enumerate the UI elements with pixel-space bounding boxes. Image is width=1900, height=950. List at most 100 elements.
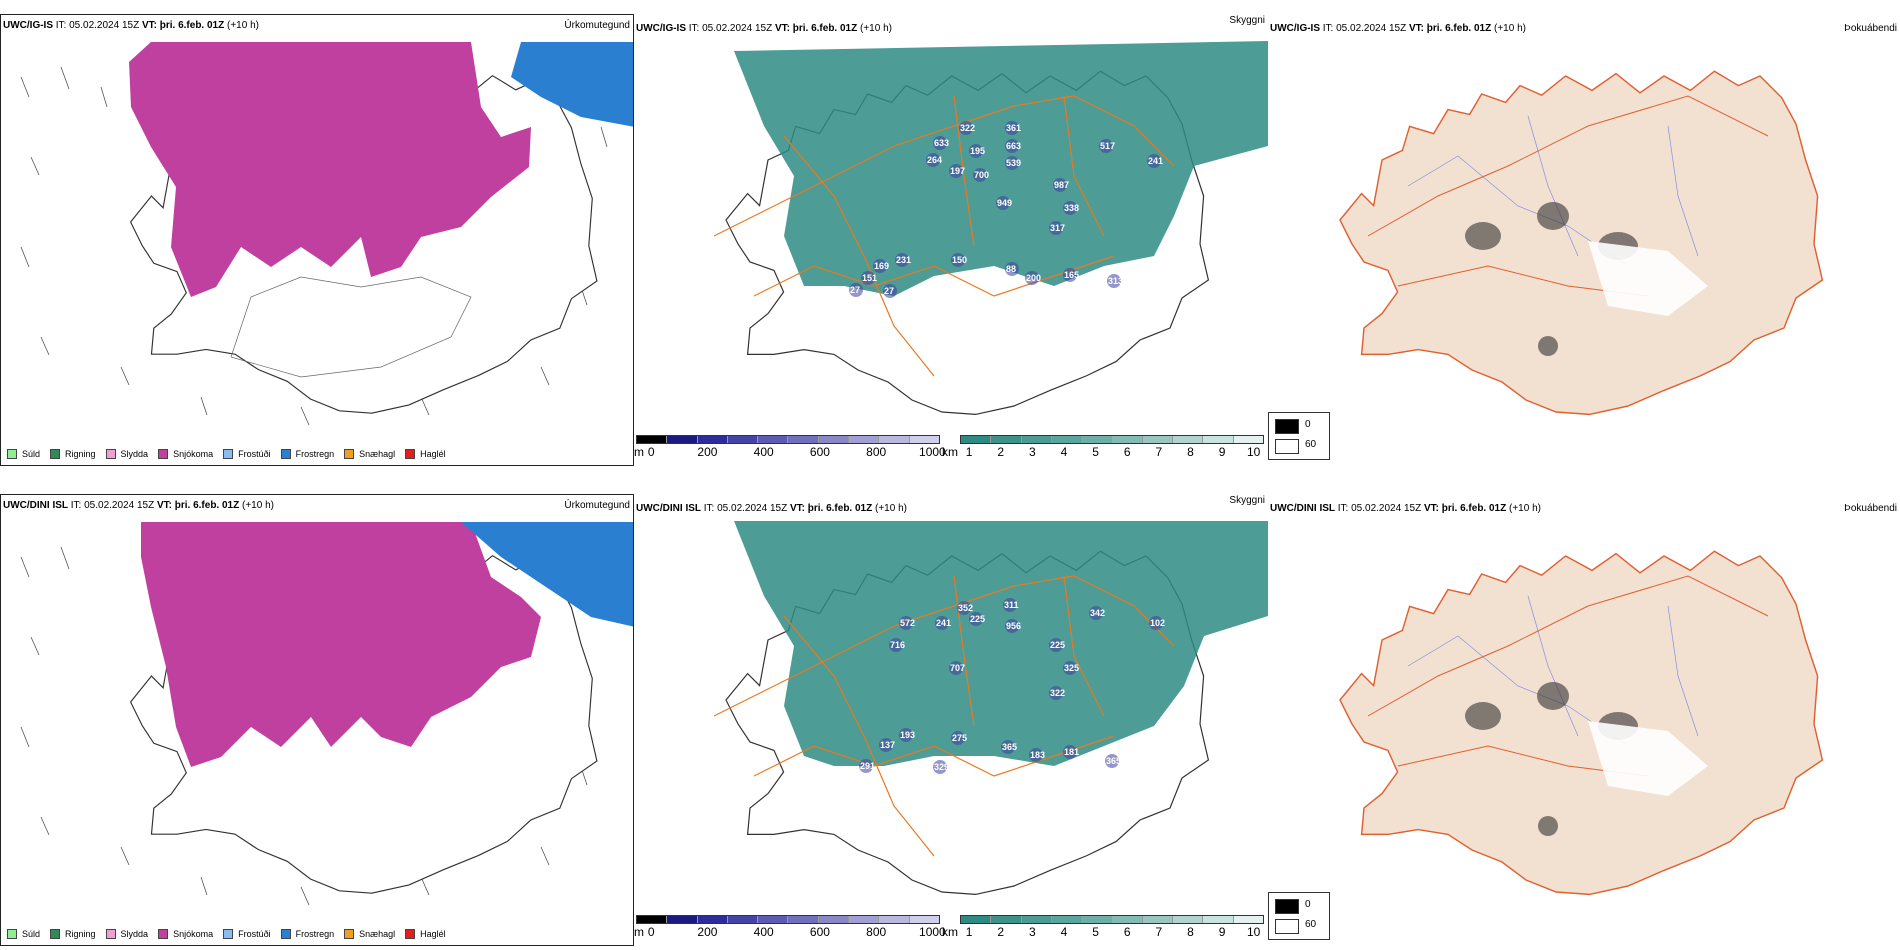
colorbar-tick-label: 4 (1060, 925, 1068, 939)
colorbar-tick-label: 6 (1123, 925, 1131, 939)
elevation-label: 539 (1006, 158, 1021, 168)
precip-type-panel-row2: UWC/DINI ISL IT: 05.02.2024 15Z VT: þri.… (0, 494, 634, 946)
colorbar-segment (667, 916, 698, 923)
peak-marker (1053, 178, 1067, 192)
elevation-label: 181 (1064, 747, 1079, 757)
elevation-label: 275 (952, 733, 967, 743)
colorbar-segment (727, 916, 759, 923)
elevation-label: 329 (934, 762, 949, 772)
elevation-label: 352 (958, 603, 973, 613)
colorbar-segment (1082, 916, 1113, 923)
colorbar-tick-label: 800 (866, 925, 887, 939)
elevation-label: 322 (960, 123, 975, 133)
peak-marker (1107, 274, 1121, 288)
peak-marker (1063, 745, 1077, 759)
colorbar-segment (788, 916, 819, 923)
panel-header: UWC/DINI ISL IT: 05.02.2024 15Z VT: þri.… (3, 500, 274, 511)
elevation-label: 183 (1030, 750, 1045, 760)
peak-marker (879, 738, 893, 752)
colorbar-tick-label: 2 (997, 925, 1005, 939)
visibility-colorbar-row1: 1 2 3 4 5 6 7 8 9 10 km (942, 435, 1264, 459)
legend-item: Rigning (50, 449, 96, 459)
colorbar-segment (697, 436, 728, 443)
peak-marker (1005, 156, 1019, 170)
colorbar-tick-label: 10 (1246, 925, 1261, 939)
peak-marker (1099, 139, 1113, 153)
elevation-label: 987 (1054, 180, 1069, 190)
legend-item: Rigning (50, 929, 96, 939)
peak-marker (1147, 154, 1161, 168)
legend-item: Snjókoma (158, 929, 213, 939)
precip-type-panel-row1: UWC/IG-IS IT: 05.02.2024 15Z VT: þri. 6.… (0, 14, 634, 466)
peak-marker (1049, 638, 1063, 652)
legend-item: Snæhagl (344, 449, 395, 459)
precip-map (20, 522, 633, 906)
colorbar-tick-label: 10 (1246, 445, 1261, 459)
colorbar-tick-label: 200 (697, 925, 718, 939)
freezing-rain-area (461, 522, 633, 627)
field-name: Úrkomutegund (564, 500, 630, 511)
colorbar-tick-label: 200 (697, 445, 718, 459)
visibility-panel-row2: UWC/DINI ISL IT: 05.02.2024 15Z VT: þri.… (634, 494, 1268, 946)
elevation-label: 365 (1002, 742, 1017, 752)
colorbar-tick-label: 7 (1155, 445, 1163, 459)
colorbar-segment (991, 436, 1022, 443)
elevation-label: 700 (974, 170, 989, 180)
elevation-label: 225 (1050, 640, 1065, 650)
colorbar-segment (727, 436, 759, 443)
colorbar-tick-label: 9 (1218, 445, 1226, 459)
peak-marker (959, 121, 973, 135)
colorbar-segment (1082, 436, 1113, 443)
peak-marker (973, 168, 987, 182)
visibility-map: 633 322 361 264 195 663 197 700 539 517 241 949 987 3… (713, 41, 1268, 416)
peak-marker (899, 728, 913, 742)
colorbar-segment (1142, 436, 1174, 443)
colorbar-segment (1142, 916, 1174, 923)
elevation-label: 325 (1064, 663, 1079, 673)
colorbar-segment (879, 436, 910, 443)
panel-header: UWC/DINI ISL IT: 05.02.2024 15Z VT: þri.… (636, 503, 907, 514)
fog-map (1339, 550, 1824, 896)
colorbar-tick-label: 1 (965, 445, 973, 459)
peak-marker (935, 616, 949, 630)
legend-item: Snæhagl (344, 929, 395, 939)
colorbar-tick-label: 2 (997, 445, 1005, 459)
elevation-label: 264 (927, 155, 942, 165)
colorbar-segment (849, 436, 880, 443)
elevation-label: 193 (900, 730, 915, 740)
elevation-label: 716 (890, 640, 905, 650)
elevation-label: 200 (1026, 273, 1041, 283)
precip-map (20, 42, 633, 426)
colorbar-segment (961, 916, 992, 923)
elevation-label: 241 (936, 618, 951, 628)
peak-marker (1063, 661, 1077, 675)
colorbar-segment (697, 916, 728, 923)
colorbar-segment (1233, 916, 1263, 923)
colorbar-segment (1203, 916, 1234, 923)
colorbar-tick-label: 1000 (919, 925, 946, 939)
elevation-label: 151 (862, 273, 877, 283)
elevation-label: 165 (1064, 270, 1079, 280)
peak-marker (926, 153, 940, 167)
peak-marker (895, 253, 909, 267)
elevation-label: 197 (950, 166, 965, 176)
colorbar-tick-label: 6 (1123, 445, 1131, 459)
peak-marker (849, 283, 863, 297)
peak-marker (1063, 201, 1077, 215)
fog-panel-row2: UWC/DINI ISL IT: 05.02.2024 15Z VT: þri.… (1268, 494, 1900, 946)
peak-marker (1089, 606, 1103, 620)
peak-marker (1025, 271, 1039, 285)
peak-marker (889, 638, 903, 652)
fog-legend-row1: 0 60 (1268, 412, 1330, 460)
colorbar-tick-label: 1 (965, 925, 973, 939)
legend-item: Slydda (105, 449, 148, 459)
legend-item: Súld (7, 449, 40, 459)
peak-marker (1049, 221, 1063, 235)
snow-area (141, 522, 541, 767)
colorbar-segment (1051, 436, 1083, 443)
colorbar-segment (1233, 436, 1263, 443)
elevation-label: 342 (1090, 608, 1105, 618)
legend-item: Haglél (405, 929, 446, 939)
colorbar-segment (1173, 436, 1204, 443)
legend-item: Snjókoma (158, 449, 213, 459)
